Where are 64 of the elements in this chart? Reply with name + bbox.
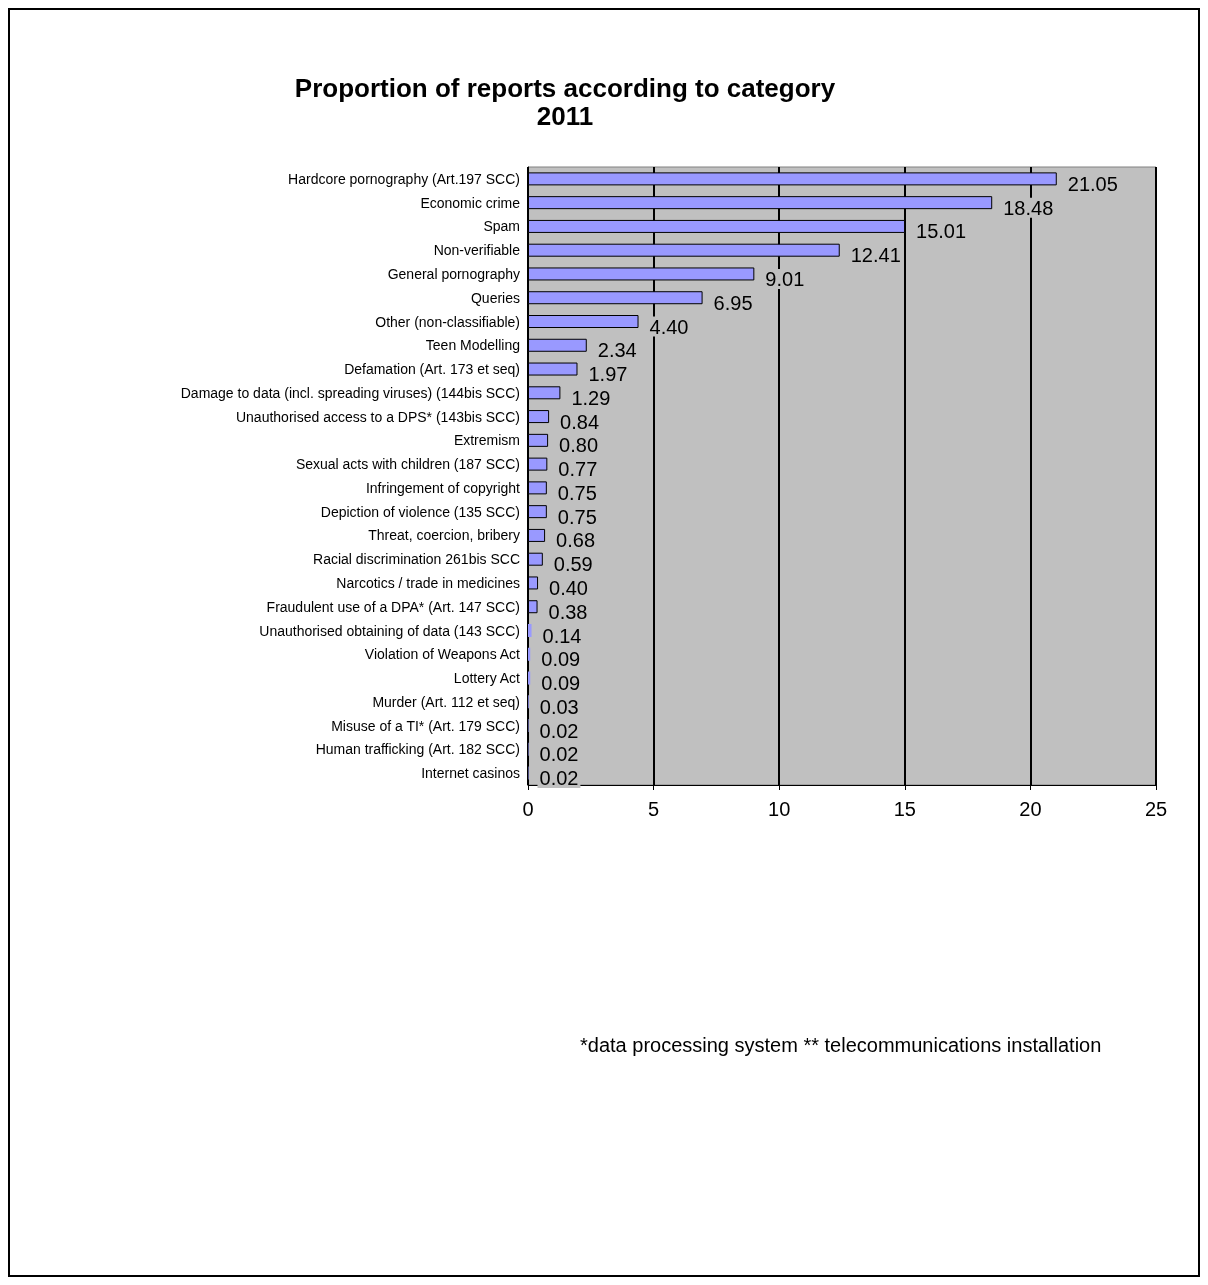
data-label: 0.40 [549, 576, 588, 599]
y-tick-label: Spam [483, 218, 520, 235]
data-label: 0.77 [558, 458, 598, 481]
data-label: 0.02 [539, 719, 579, 742]
data-label: 9.01 [765, 267, 805, 290]
y-tick-label: Threat, coercion, bribery [368, 527, 520, 544]
data-label: 0.02 [539, 767, 579, 790]
x-tick-label: 10 [768, 798, 791, 820]
x-tick-label: 20 [1019, 798, 1042, 820]
y-tick-label: General pornography [387, 265, 520, 282]
data-label: 0.03 [539, 695, 579, 718]
data-label: 12.41 [850, 244, 901, 267]
data-label: 0.14 [542, 624, 582, 647]
y-tick-label: Violation of Weapons Act [364, 646, 521, 663]
y-tick-label: Lottery Act [453, 670, 521, 687]
chart-title: Proportion of reports according to category [294, 73, 836, 103]
x-tick-label: 0 [522, 798, 534, 820]
y-tick-label: Misuse of a TI* (Art. 179 SCC) [331, 717, 520, 734]
y-tick-label: Extremism [453, 432, 520, 449]
data-label: 21.05 [1067, 172, 1118, 195]
text: *data processing system ** telecommunications installation [580, 1034, 1102, 1056]
bar [528, 647, 531, 661]
y-tick-label: Fraudulent use of a DPA* (Art. 147 SCC) [266, 598, 520, 615]
data-label: 0.09 [541, 672, 581, 695]
data-label: 0.84 [560, 410, 600, 433]
data-label: 0.75 [557, 505, 597, 528]
x-tick-label: 5 [648, 798, 660, 820]
data-label: 6.95 [713, 291, 753, 314]
x-tick-label: 25 [1144, 798, 1168, 820]
y-tick-label: Defamation (Art. 173 et seq) [344, 361, 520, 378]
data-label: 0.38 [548, 600, 588, 623]
y-tick-label: Other (non-classifiable) [375, 313, 520, 330]
y-tick-label: Damage to data (incl. spreading viruses) (144bis SCC) [180, 384, 520, 401]
data-label: 4.40 [649, 315, 689, 338]
data-label: 0.59 [553, 553, 593, 576]
y-tick-label: Non-verifiable [433, 242, 521, 259]
data-label: 0.68 [556, 529, 596, 552]
y-tick-label: Narcotics / trade in medicines [336, 574, 520, 591]
chart-subtitle: 2011 [536, 101, 594, 131]
data-label: 18.48 [1003, 196, 1054, 219]
y-tick-label: Queries [470, 289, 520, 306]
data-label: 2.34 [597, 339, 637, 362]
y-tick-label: Depiction of violence (135 SCC) [320, 503, 520, 520]
y-tick-label: Internet casinos [421, 765, 520, 782]
y-tick-label: Economic crime [420, 194, 521, 211]
y-tick-label: Racial discrimination 261bis SCC [313, 551, 520, 568]
y-tick-label: Human trafficking (Art. 182 SCC) [315, 741, 520, 758]
bar [528, 671, 531, 685]
data-label: 1.29 [571, 386, 611, 409]
bar [528, 624, 532, 637]
data-label: 1.97 [588, 363, 628, 386]
x-tick-label: 15 [893, 798, 916, 820]
y-tick-label: Unauthorised access to a DPS* (143bis SCC) [235, 408, 520, 425]
y-tick-label: Hardcore pornography (Art.197 SCC) [288, 170, 520, 187]
data-label: 15.01 [916, 220, 967, 243]
y-tick-label: Infringement of copyright [365, 479, 521, 496]
data-label: 0.80 [559, 434, 599, 457]
data-label: 0.75 [557, 481, 597, 504]
y-tick-label: Murder (Art. 112 et seq) [372, 693, 520, 710]
y-tick-label: Unauthorised obtaining of data (143 SCC) [259, 622, 520, 639]
y-tick-label: Sexual acts with children (187 SCC) [295, 456, 520, 473]
y-tick-label: Teen Modelling [425, 337, 520, 354]
data-label: 0.02 [539, 743, 579, 766]
data-label: 0.09 [541, 648, 581, 671]
